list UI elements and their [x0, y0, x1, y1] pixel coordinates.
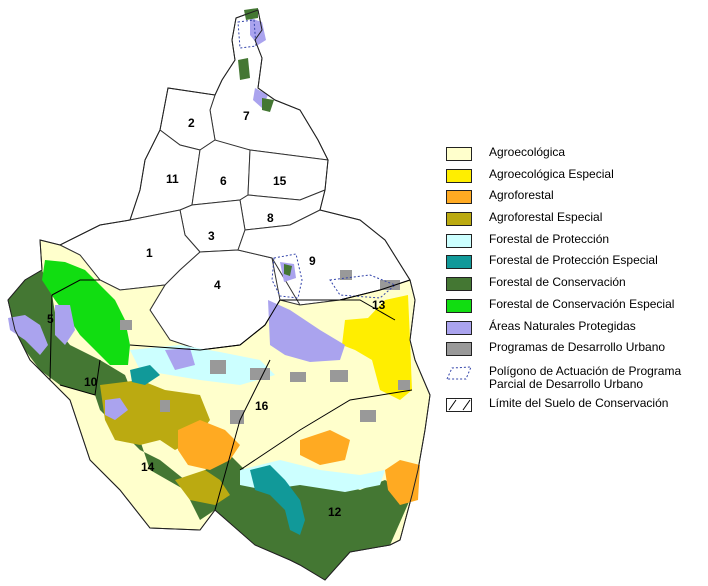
legend-item: Forestal de Protección	[446, 233, 706, 255]
pdu-4	[330, 370, 348, 382]
legend-item: Áreas Naturales Protegidas	[446, 320, 706, 342]
district-label-12: 12	[328, 505, 342, 519]
legend-item: Forestal de Conservación Especial	[446, 298, 706, 320]
legend-label: Forestal de Protección	[489, 233, 609, 246]
legend-item: Agroforestal	[446, 189, 706, 211]
legend-item: Programas de Desarrollo Urbano	[446, 341, 706, 363]
legend-item: Forestal de Protección Especial	[446, 254, 706, 276]
legend-label: Programas de Desarrollo Urbano	[489, 341, 665, 354]
district-label-11: 11	[166, 172, 179, 186]
district-label-5: 5	[47, 312, 54, 326]
legend-label: Agroecológica	[489, 146, 565, 159]
district-label-14: 14	[141, 460, 155, 474]
legend-label: Agroecológica Especial	[489, 168, 614, 181]
legend-label: Polígono de Actuación de Programa Parcia…	[489, 365, 704, 391]
legend-swatch	[446, 342, 472, 356]
legend-label: Forestal de Conservación	[489, 276, 626, 289]
legend-label: Agroforestal Especial	[489, 211, 602, 224]
district-7-shape	[210, 10, 328, 160]
district-label-2: 2	[188, 116, 195, 130]
fc-north-1	[238, 58, 250, 80]
district-label-9: 9	[309, 254, 316, 268]
legend-item: Forestal de Conservación	[446, 276, 706, 298]
legend-swatch	[446, 190, 472, 204]
district-label-15: 15	[273, 174, 287, 188]
legend-item: Agroforestal Especial	[446, 211, 706, 233]
district-label-10: 10	[84, 375, 98, 389]
district-6-shape	[192, 140, 250, 205]
map-legend: Agroecológica Agroecológica Especial Agrof…	[446, 146, 706, 419]
legend-swatch	[446, 255, 472, 269]
pdu-9	[120, 320, 132, 330]
pdu-1	[210, 360, 226, 374]
district-label-6: 6	[220, 174, 227, 188]
legend-item: Agroecológica	[446, 146, 706, 168]
legend-swatch	[446, 321, 472, 335]
legend-swatch	[446, 212, 472, 226]
legend-item: Polígono de Actuación de Programa Parcia…	[446, 365, 706, 397]
legend-label: Áreas Naturales Protegidas	[489, 320, 636, 333]
pdu-7	[160, 400, 170, 412]
legend-swatch	[446, 234, 472, 248]
legend-swatch	[446, 147, 472, 161]
district-label-16: 16	[255, 399, 269, 413]
legend-item: Límite del Suelo de Conservación	[446, 397, 706, 419]
legend-label: Agroforestal	[489, 189, 554, 202]
legend-item: Agroecológica Especial	[446, 168, 706, 190]
legend-label: Límite del Suelo de Conservación	[489, 397, 668, 410]
district-label-3: 3	[208, 229, 215, 243]
legend-swatch	[446, 299, 472, 313]
dotted-polygon-icon	[446, 366, 472, 380]
boundary-line-icon	[446, 398, 472, 412]
district-label-4: 4	[214, 278, 221, 292]
pdu-2	[250, 368, 270, 380]
pdu-6	[360, 410, 376, 422]
district-label-13: 13	[372, 298, 386, 312]
legend-label: Forestal de Protección Especial	[489, 254, 658, 267]
district-label-7: 7	[243, 109, 250, 123]
legend-swatch	[446, 277, 472, 291]
legend-label: Forestal de Conservación Especial	[489, 298, 674, 311]
pdu-3	[290, 372, 306, 382]
district-label-8: 8	[267, 211, 274, 225]
pdu-11	[398, 380, 410, 390]
legend-swatch	[446, 169, 472, 183]
district-label-1: 1	[146, 246, 153, 260]
